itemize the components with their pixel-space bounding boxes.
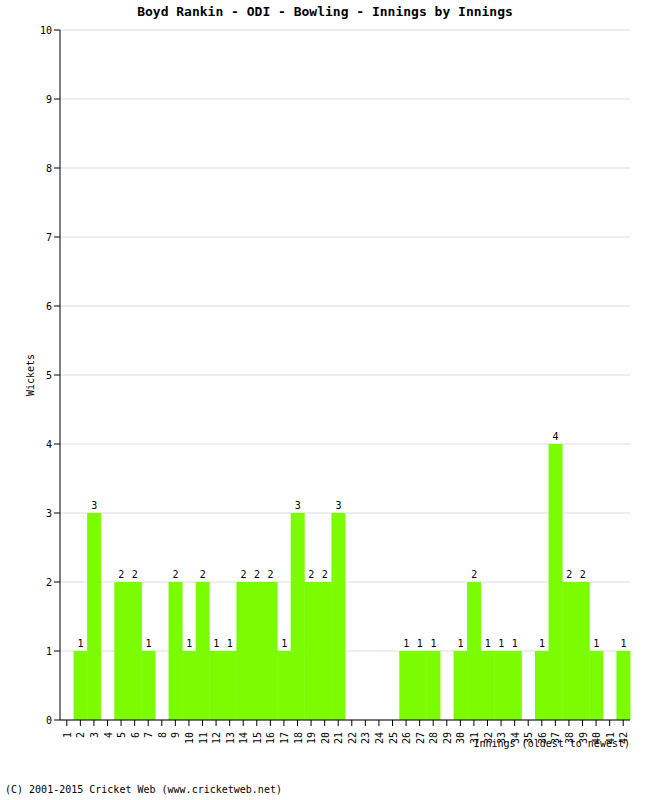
svg-text:1: 1 xyxy=(227,638,233,649)
svg-text:6: 6 xyxy=(46,301,52,312)
html-text:(C) 2001-2015 Cricket Web (www: (C) 2001-2015 Cricket Web (www.cricketwe… xyxy=(5,784,282,795)
svg-text:29: 29 xyxy=(442,732,453,744)
svg-text:24: 24 xyxy=(374,732,385,744)
svg-text:22: 22 xyxy=(347,732,358,744)
svg-text:1: 1 xyxy=(620,638,626,649)
svg-text:1: 1 xyxy=(417,638,423,649)
svg-text:14: 14 xyxy=(238,732,249,744)
svg-text:17: 17 xyxy=(279,732,290,744)
svg-text:8: 8 xyxy=(157,732,168,738)
svg-text:5: 5 xyxy=(46,370,52,381)
svg-text:1: 1 xyxy=(485,638,491,649)
svg-text:1: 1 xyxy=(403,638,409,649)
svg-text:19: 19 xyxy=(306,732,317,744)
svg-text:2: 2 xyxy=(75,732,86,738)
svg-text:0: 0 xyxy=(46,715,52,726)
svg-text:9: 9 xyxy=(46,94,52,105)
svg-text:1: 1 xyxy=(512,638,518,649)
svg-text:13: 13 xyxy=(225,732,236,744)
svg-text:1: 1 xyxy=(539,638,545,649)
svg-text:2: 2 xyxy=(200,569,206,580)
svg-text:20: 20 xyxy=(320,732,331,744)
svg-text:4: 4 xyxy=(103,732,114,738)
svg-text:2: 2 xyxy=(118,569,124,580)
svg-text:2: 2 xyxy=(46,577,52,588)
svg-text:1: 1 xyxy=(186,638,192,649)
svg-text:2: 2 xyxy=(566,569,572,580)
svg-text:1: 1 xyxy=(430,638,436,649)
html-text:Boyd Rankin - ODI - Bowling -: Boyd Rankin - ODI - Bowling - Innings by… xyxy=(137,4,513,19)
svg-text:5: 5 xyxy=(116,732,127,738)
svg-text:23: 23 xyxy=(360,732,371,744)
svg-text:1: 1 xyxy=(281,638,287,649)
svg-text:15: 15 xyxy=(252,732,263,744)
svg-text:10: 10 xyxy=(40,25,52,36)
svg-text:2: 2 xyxy=(240,569,246,580)
svg-text:7: 7 xyxy=(143,732,154,738)
svg-text:3: 3 xyxy=(335,500,341,511)
svg-text:28: 28 xyxy=(428,732,439,744)
svg-text:1: 1 xyxy=(62,732,73,738)
svg-text:3: 3 xyxy=(91,500,97,511)
svg-text:1: 1 xyxy=(498,638,504,649)
svg-text:18: 18 xyxy=(293,732,304,744)
svg-text:6: 6 xyxy=(130,732,141,738)
svg-text:2: 2 xyxy=(132,569,138,580)
svg-text:8: 8 xyxy=(46,163,52,174)
svg-text:1: 1 xyxy=(593,638,599,649)
svg-text:3: 3 xyxy=(295,500,301,511)
svg-text:1: 1 xyxy=(78,638,84,649)
svg-text:1: 1 xyxy=(46,646,52,657)
svg-text:26: 26 xyxy=(401,732,412,744)
svg-text:2: 2 xyxy=(308,569,314,580)
svg-text:3: 3 xyxy=(46,508,52,519)
svg-text:2: 2 xyxy=(471,569,477,580)
svg-text:9: 9 xyxy=(170,732,181,738)
svg-text:2: 2 xyxy=(254,569,260,580)
svg-text:21: 21 xyxy=(333,732,344,744)
svg-text:1: 1 xyxy=(145,638,151,649)
svg-text:30: 30 xyxy=(455,732,466,744)
svg-text:16: 16 xyxy=(265,732,276,744)
svg-text:2: 2 xyxy=(322,569,328,580)
svg-text:4: 4 xyxy=(553,431,559,442)
svg-text:10: 10 xyxy=(184,732,195,744)
svg-text:7: 7 xyxy=(46,232,52,243)
svg-text:12: 12 xyxy=(211,732,222,744)
svg-text:2: 2 xyxy=(268,569,274,580)
svg-text:3: 3 xyxy=(89,732,100,738)
svg-text:4: 4 xyxy=(46,439,52,450)
svg-text:27: 27 xyxy=(415,732,426,744)
svg-text:25: 25 xyxy=(388,732,399,744)
html-text:Innings (oldest to newest): Innings (oldest to newest) xyxy=(473,738,630,749)
svg-text:2: 2 xyxy=(580,569,586,580)
svg-text:11: 11 xyxy=(198,732,209,744)
svg-text:2: 2 xyxy=(173,569,179,580)
svg-text:1: 1 xyxy=(213,638,219,649)
svg-text:1: 1 xyxy=(458,638,464,649)
svg-text:Wickets: Wickets xyxy=(25,354,36,396)
